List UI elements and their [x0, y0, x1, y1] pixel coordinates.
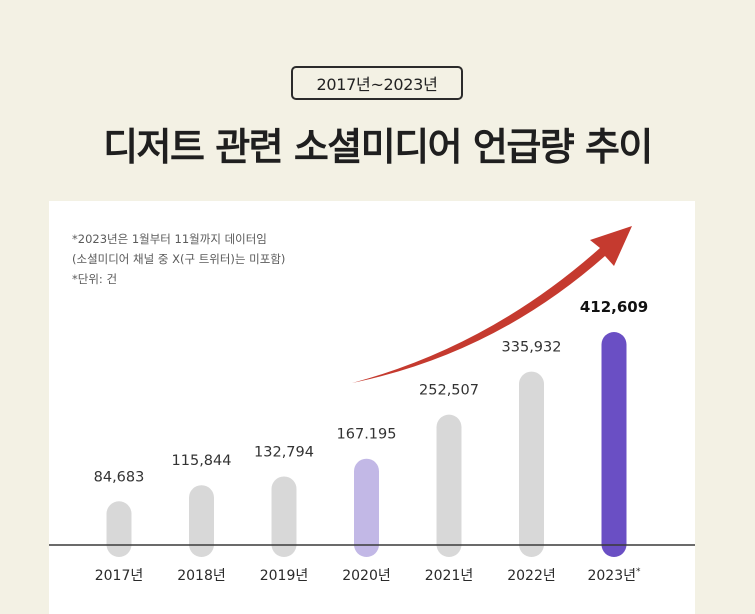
data-label-2017년: 84,683 — [94, 469, 145, 485]
x-tick-label: 2017년 — [95, 568, 144, 584]
x-tick-label: 2023년* — [587, 567, 641, 584]
note-data-period: *2023년은 1월부터 11월까지 데이터임 — [72, 232, 267, 246]
page-title: 디저트 관련 소셜미디어 언급량 추이 — [103, 125, 653, 169]
bar-2019년 — [271, 476, 297, 557]
trend-arrow — [352, 226, 632, 383]
data-label-2021년: 252,507 — [419, 383, 479, 399]
period-label: 2017년~2023년 — [316, 75, 438, 94]
bar-2018년 — [189, 485, 214, 557]
data-label-2020년: 167.195 — [337, 427, 397, 443]
x-tick-label: 2019년 — [260, 568, 309, 584]
x-tick-label: 2018년 — [177, 568, 226, 584]
data-label-2022년: 335,932 — [502, 340, 562, 356]
note-channel-exclusion: (소셜미디어 채널 중 X(구 트위터)는 미포함) — [72, 252, 286, 266]
bar-2021년 — [436, 414, 462, 557]
x-tick-label: 2022년 — [507, 568, 556, 584]
x-tick-label: 2021년 — [425, 568, 474, 584]
data-label-2019년: 132,794 — [254, 444, 314, 460]
bar-2020년 — [354, 458, 379, 557]
data-label-2018년: 115,844 — [172, 453, 232, 469]
bar-2017년 — [106, 501, 132, 557]
chart-notes: *2023년은 1월부터 11월까지 데이터임 (소셜미디어 채널 중 X(구 … — [72, 229, 285, 289]
x-tick-label: 2020년 — [342, 568, 391, 584]
note-unit: *단위: 건 — [72, 272, 118, 286]
bar-2023년 — [601, 332, 627, 557]
data-label-2023년: 412,609 — [580, 298, 648, 316]
period-badge: 2017년~2023년 — [291, 66, 463, 100]
bar-2022년 — [519, 371, 544, 557]
